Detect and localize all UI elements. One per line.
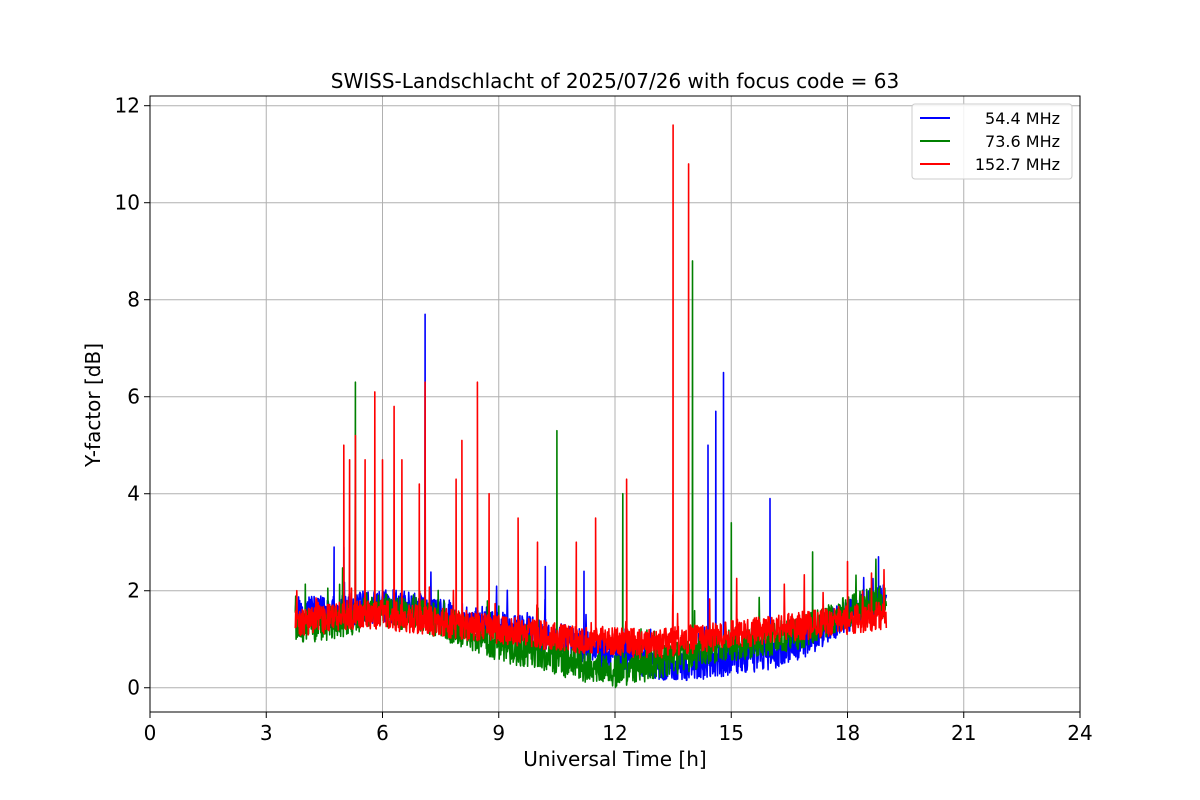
legend-label: 73.6 MHz [985, 132, 1060, 151]
x-tick-label: 6 [376, 721, 389, 745]
x-tick-label: 9 [492, 721, 505, 745]
x-tick-label: 12 [602, 721, 627, 745]
y-tick-label: 12 [115, 94, 140, 118]
legend-label: 152.7 MHz [975, 155, 1060, 174]
x-tick-label: 24 [1067, 721, 1092, 745]
y-tick-label: 10 [115, 191, 140, 215]
series-line-3 [294, 124, 888, 659]
y-tick-label: 0 [127, 676, 140, 700]
x-axis-label: Universal Time [h] [523, 747, 706, 771]
x-tick-label: 0 [144, 721, 157, 745]
legend-label: 54.4 MHz [985, 109, 1060, 128]
y-tick-label: 8 [127, 288, 140, 312]
y-tick-label: 6 [127, 385, 140, 409]
chart-title: SWISS-Landschlacht of 2025/07/26 with fo… [331, 69, 899, 93]
x-tick-label: 21 [951, 721, 976, 745]
grid-lines [149, 96, 1081, 712]
legend: 54.4 MHz 73.6 MHz 152.7 MHz [911, 103, 1073, 180]
legend-box [911, 103, 1073, 180]
y-tick-label: 2 [127, 579, 140, 603]
series-lines [294, 124, 888, 689]
y-tick-label: 4 [127, 482, 140, 506]
x-tick-label: 3 [260, 721, 273, 745]
x-tick-label: 18 [835, 721, 860, 745]
x-tick-label: 15 [719, 721, 744, 745]
y-axis-label: Y-factor [dB] [81, 343, 105, 468]
